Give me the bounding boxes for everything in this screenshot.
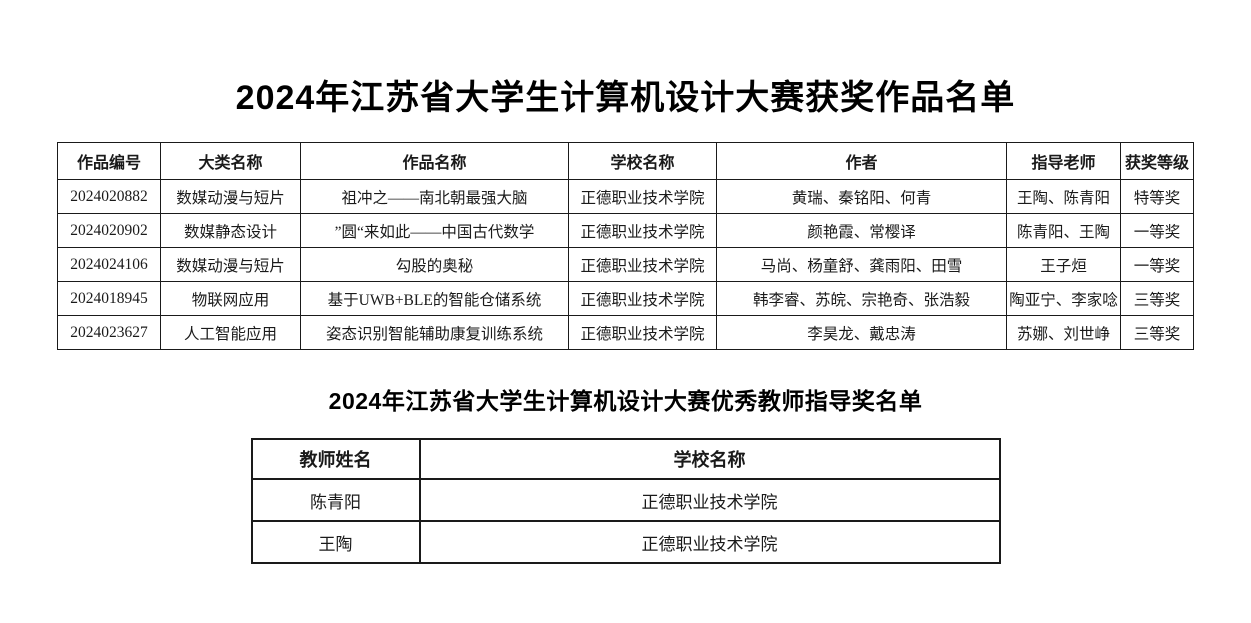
- table-cell: 王陶、陈青阳: [1006, 179, 1121, 214]
- table-cell: 李昊龙、戴忠涛: [716, 315, 1007, 350]
- header-row: 作品编号 大类名称 作品名称 学校名称 作者 指导老师 获奖等级: [57, 142, 1194, 180]
- table-cell: 陈青阳、王陶: [1006, 213, 1121, 248]
- header-cell: 学校名称: [568, 142, 717, 180]
- awards-list-title: 2024年江苏省大学生计算机设计大赛获奖作品名单: [235, 79, 1016, 117]
- table-cell: 基于UWB+BLE的智能仓储系统: [300, 281, 569, 316]
- awards-table-body: 2024020882 数媒动漫与短片 祖冲之——南北朝最强大脑 正德职业技术学院 黄瑞、…: [57, 179, 1194, 350]
- table-cell: 马尚、杨童舒、龚雨阳、田雪: [716, 247, 1007, 282]
- table-cell: 黄瑞、秦铭阳、何青: [716, 179, 1007, 214]
- table-cell: 正德职业技术学院: [568, 213, 717, 248]
- table-cell: 正德职业技术学院: [568, 247, 717, 282]
- header-cell: 获奖等级: [1120, 142, 1194, 180]
- table-row: 2024024106 数媒动漫与短片 勾股的奥秘 正德职业技术学院 马尚、杨童舒、龚雨阳…: [57, 247, 1194, 282]
- table-cell: 特等奖: [1120, 179, 1194, 214]
- header-cell: 作品名称: [300, 142, 569, 180]
- table-cell: 数媒动漫与短片: [160, 179, 301, 214]
- table-cell: 正德职业技术学院: [568, 281, 717, 316]
- header-cell: 教师姓名: [250, 438, 421, 480]
- table-cell: 正德职业技术学院: [418, 520, 1001, 564]
- table-cell: 2024020902: [57, 213, 161, 248]
- table-cell: 韩李睿、苏皖、宗艳奇、张浩毅: [716, 281, 1007, 316]
- table-cell: 正德职业技术学院: [418, 478, 1001, 522]
- teacher-table-body: 陈青阳 正德职业技术学院 王陶 正德职业技术学院: [250, 478, 1001, 564]
- table-cell: 2024024106: [57, 247, 161, 282]
- table-cell: 2024018945: [57, 281, 161, 316]
- table-cell: 苏娜、刘世峥: [1006, 315, 1121, 350]
- table-cell: 物联网应用: [160, 281, 301, 316]
- header-cell: 作者: [716, 142, 1007, 180]
- header-row: 教师姓名 学校名称: [250, 438, 1001, 480]
- teacher-table: 教师姓名 学校名称 陈青阳 正德职业技术学院 王陶 正德职业技术学院: [250, 438, 1001, 564]
- teacher-table-header: 教师姓名 学校名称: [250, 438, 1001, 480]
- table-cell: 颜艳霞、常樱译: [716, 213, 1007, 248]
- table-cell: ”圆“来如此——中国古代数学: [300, 213, 569, 248]
- table-cell: 数媒静态设计: [160, 213, 301, 248]
- table-cell: 姿态识别智能辅助康复训练系统: [300, 315, 569, 350]
- table-cell: 2024023627: [57, 315, 161, 350]
- table-row: 2024018945 物联网应用 基于UWB+BLE的智能仓储系统 正德职业技术学院韩…: [57, 281, 1194, 316]
- header-cell: 作品编号: [57, 142, 161, 180]
- awards-table-header: 作品编号 大类名称 作品名称 学校名称 作者 指导老师 获奖等级: [57, 142, 1194, 180]
- table-cell: 祖冲之——南北朝最强大脑: [300, 179, 569, 214]
- table-cell: 勾股的奥秘: [300, 247, 569, 282]
- table-cell: 一等奖: [1120, 247, 1194, 282]
- header-cell: 指导老师: [1006, 142, 1121, 180]
- table-cell: 三等奖: [1120, 281, 1194, 316]
- table-cell: 一等奖: [1120, 213, 1194, 248]
- table-cell: 2024020882: [57, 179, 161, 214]
- table-cell: 陶亚宁、李家唸: [1006, 281, 1121, 316]
- header-cell: 大类名称: [160, 142, 301, 180]
- teacher-award-title: 2024年江苏省大学生计算机设计大赛优秀教师指导奖名单: [328, 388, 923, 414]
- header-cell: 学校名称: [418, 438, 1001, 480]
- awards-table: 作品编号 大类名称 作品名称 学校名称 作者 指导老师 获奖等级 2024020882 数媒动…: [57, 142, 1194, 350]
- table-cell: 陈青阳: [250, 478, 421, 522]
- table-cell: 正德职业技术学院: [568, 315, 717, 350]
- table-cell: 数媒动漫与短片: [160, 247, 301, 282]
- table-cell: 王陶: [250, 520, 421, 564]
- table-row: 王陶 正德职业技术学院: [250, 520, 1001, 564]
- table-cell: 正德职业技术学院: [568, 179, 717, 214]
- table-cell: 王子烜: [1006, 247, 1121, 282]
- table-cell: 三等奖: [1120, 315, 1194, 350]
- table-cell: 人工智能应用: [160, 315, 301, 350]
- table-row: 2024020902 数媒静态设计 ”圆“来如此——中国古代数学 正德职业技术学院 颜艳…: [57, 213, 1194, 248]
- table-row: 2024023627 人工智能应用 姿态识别智能辅助康复训练系统 正德职业技术学院 李昊…: [57, 315, 1194, 350]
- table-row: 2024020882 数媒动漫与短片 祖冲之——南北朝最强大脑 正德职业技术学院 黄瑞、…: [57, 179, 1194, 214]
- table-row: 陈青阳 正德职业技术学院: [250, 478, 1001, 522]
